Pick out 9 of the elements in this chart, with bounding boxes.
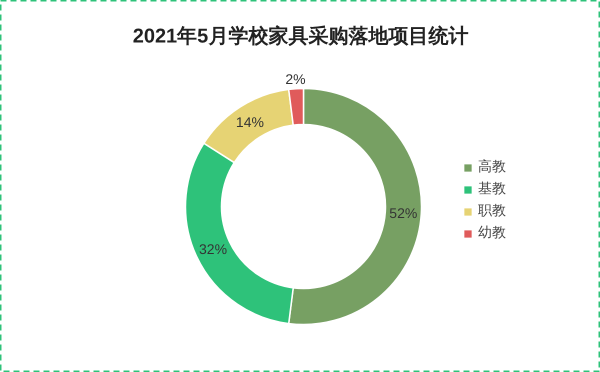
data-label: 32% [199, 241, 228, 258]
legend-label: 高教 [478, 158, 506, 176]
data-label: 2% [285, 70, 306, 87]
legend-label: 基教 [478, 180, 506, 198]
data-label: 14% [236, 114, 264, 130]
chart-title: 2021年5月学校家具采购落地项目统计 [132, 24, 468, 48]
legend-label: 职教 [478, 202, 506, 220]
legend-label: 幼教 [478, 224, 506, 242]
data-label: 52% [389, 204, 418, 221]
